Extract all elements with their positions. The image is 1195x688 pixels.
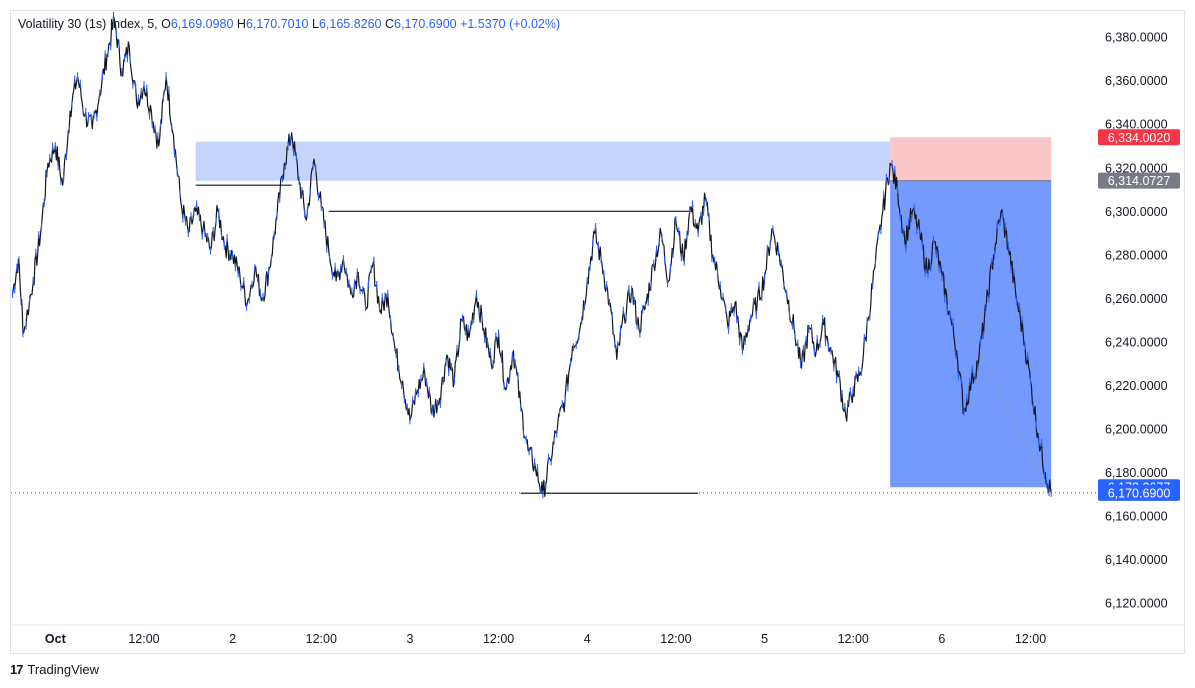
- symbol-legend: Volatility 30 (1s) Index, 5, O6,169.0980…: [18, 17, 560, 31]
- price-label-stop-text: 6,334.0020: [1108, 131, 1171, 145]
- position-target-zone[interactable]: [890, 180, 1052, 488]
- price-label-last-text: 6,170.6900: [1108, 486, 1171, 500]
- price-series-highlight: [11, 12, 1052, 499]
- price-tick-label: 6,280.0000: [1105, 248, 1168, 262]
- high-label: H: [236, 17, 246, 31]
- supply-zone[interactable]: [195, 141, 891, 181]
- price-tick-label: 6,220.0000: [1105, 379, 1168, 393]
- time-tick-label: 12:00: [483, 632, 514, 646]
- price-tick-label: 6,240.0000: [1105, 335, 1168, 349]
- open-value: 6,169.0980: [170, 17, 234, 31]
- time-tick-label: 5: [761, 632, 768, 646]
- time-tick-label: 12:00: [838, 632, 869, 646]
- price-label-entry-text: 6,314.0727: [1108, 174, 1171, 188]
- position-path-line: [889, 180, 1052, 494]
- tradingview-branding[interactable]: 17 TradingView: [10, 662, 99, 677]
- price-tick-label: 6,140.0000: [1105, 553, 1168, 567]
- low-value: 6,165.8260: [318, 17, 382, 31]
- time-tick-label: 12:00: [128, 632, 159, 646]
- time-tick-label: Oct: [45, 632, 67, 646]
- price-tick-label: 6,180.0000: [1105, 466, 1168, 480]
- symbol-name[interactable]: Volatility 30 (1s) Index, 5,: [18, 17, 158, 31]
- price-label-stop[interactable]: [1098, 129, 1180, 146]
- low-label: L: [312, 17, 319, 31]
- price-label-entry[interactable]: [1098, 172, 1180, 189]
- time-tick-label: 2: [229, 632, 236, 646]
- time-tick-label: 12:00: [306, 632, 337, 646]
- close-value: 6,170.6900: [394, 17, 457, 31]
- time-tick-label: 3: [406, 632, 413, 646]
- change-value: +1.5370 (+0.02%): [460, 17, 561, 31]
- tradingview-name: TradingView: [27, 662, 100, 677]
- price-tick-label: 6,300.0000: [1105, 205, 1168, 219]
- price-tick-label: 6,340.0000: [1105, 118, 1168, 132]
- chart-frame: [10, 10, 1185, 654]
- price-tick-label: 6,260.0000: [1105, 292, 1168, 306]
- position-stop-zone[interactable]: [890, 137, 1052, 181]
- price-label-last[interactable]: [1098, 484, 1180, 501]
- tradingview-logo-icon: 17: [10, 662, 24, 677]
- price-tick-label: 6,120.0000: [1105, 597, 1168, 611]
- open-label: O: [161, 17, 171, 31]
- price-tick-label: 6,160.0000: [1105, 510, 1168, 524]
- time-tick-label: 12:00: [1015, 632, 1046, 646]
- price-chart[interactable]: 6,380.0000 6,360.0000 6,340.0000 6,320.0000…: [0, 0, 1195, 660]
- price-tick-label: 6,200.0000: [1105, 423, 1168, 437]
- price-tick-label: 6,380.0000: [1105, 31, 1168, 45]
- close-label: C: [385, 17, 395, 31]
- time-tick-label: 4: [584, 632, 591, 646]
- time-tick-label: 12:00: [660, 632, 691, 646]
- price-tick-label: 6,320.0000: [1105, 161, 1168, 175]
- high-value: 6,170.7010: [245, 17, 309, 31]
- time-tick-label: 6: [938, 632, 945, 646]
- price-tick-label: 6,360.0000: [1105, 74, 1168, 88]
